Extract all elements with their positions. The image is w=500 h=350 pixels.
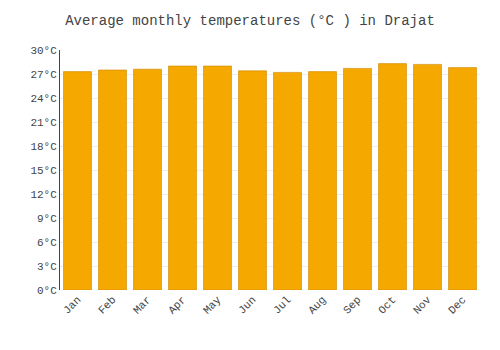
svg-text:Apr: Apr	[166, 294, 188, 316]
svg-text:27°C: 27°C	[30, 69, 57, 81]
svg-text:3°C: 3°C	[37, 261, 57, 273]
svg-text:24°C: 24°C	[30, 93, 57, 105]
svg-text:6°C: 6°C	[37, 237, 57, 249]
svg-text:15°C: 15°C	[30, 165, 57, 177]
svg-text:30°C: 30°C	[30, 45, 57, 57]
svg-text:May: May	[201, 294, 224, 317]
svg-text:0°C: 0°C	[37, 285, 57, 297]
svg-text:Dec: Dec	[446, 294, 468, 316]
svg-text:21°C: 21°C	[30, 117, 57, 129]
svg-text:Average monthly temperatures (: Average monthly temperatures (°C ) in Dr…	[65, 13, 435, 29]
svg-text:Feb: Feb	[96, 294, 118, 316]
svg-text:Mar: Mar	[131, 294, 153, 316]
svg-text:Jan: Jan	[61, 294, 83, 316]
svg-text:Aug: Aug	[306, 294, 328, 316]
svg-text:18°C: 18°C	[30, 141, 57, 153]
svg-text:Jun: Jun	[236, 294, 258, 316]
svg-text:9°C: 9°C	[37, 213, 57, 225]
svg-text:Nov: Nov	[411, 294, 434, 317]
svg-text:Sep: Sep	[341, 294, 363, 316]
svg-text:12°C: 12°C	[30, 189, 57, 201]
svg-text:Oct: Oct	[376, 294, 398, 316]
svg-text:Jul: Jul	[271, 294, 293, 316]
